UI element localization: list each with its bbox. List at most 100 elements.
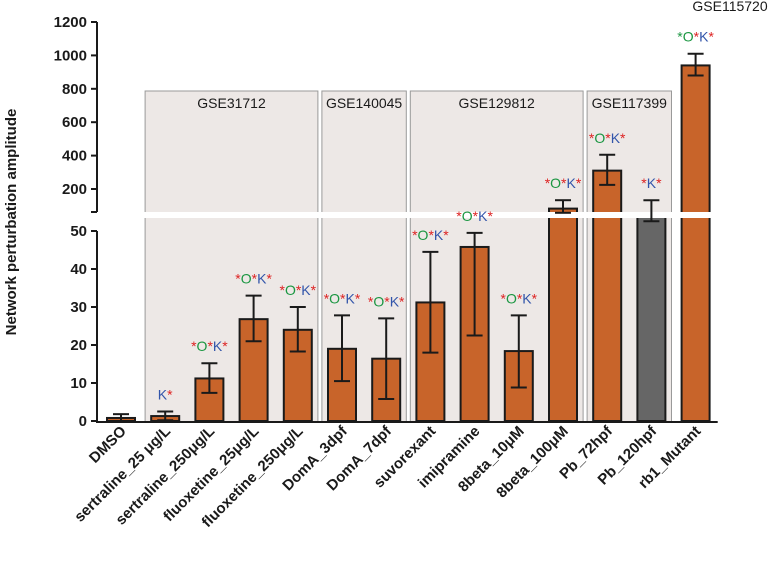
significance-symbol: K (213, 338, 223, 354)
significance-symbol: K (478, 208, 488, 224)
axes (91, 22, 718, 423)
significance-symbol: K (434, 227, 444, 243)
significance-symbol: * (311, 282, 317, 298)
significance-symbol: * (605, 130, 611, 146)
significance-symbol: O (550, 175, 561, 191)
group-label: GSE140045 (326, 95, 402, 111)
group-labels: GSE31712 GSE140045 GSE129812 GSE117399 GSE11… (197, 0, 768, 111)
significance-symbol: * (355, 290, 361, 306)
y-tick-label: 400 (62, 148, 87, 165)
bar (592, 169, 623, 422)
bar (636, 216, 667, 422)
significance-symbol: O (462, 208, 473, 224)
y-tick-label: 30 (70, 299, 87, 316)
significance-symbol: * (545, 175, 551, 191)
axis-break-gaps (99, 212, 770, 218)
significance-symbol: O (197, 338, 208, 354)
significance-symbol: K (567, 175, 577, 191)
significance-symbol: K (346, 290, 356, 306)
significance-marker: *O*K* (191, 338, 228, 354)
y-tick-label: 10 (70, 375, 87, 392)
significance-symbol: K (611, 130, 621, 146)
significance-symbol: * (384, 293, 390, 309)
significance-marker: *O*K* (412, 227, 449, 243)
y-tick-label: 1200 (54, 14, 87, 31)
significance-symbol: * (487, 208, 493, 224)
significance-marker: *O*K* (501, 290, 538, 306)
significance-symbol: * (207, 338, 213, 354)
y-ticks: 0 10 20 30 40 50 200 400 600 800 1000 1200 (54, 14, 97, 430)
significance-marker: *O*K* (456, 208, 493, 224)
bar (680, 64, 711, 422)
bar (548, 207, 578, 422)
significance-symbol: O (594, 130, 605, 146)
y-tick-label: 600 (62, 114, 87, 131)
significance-symbol: * (399, 293, 405, 309)
significance-marker: *O*K* (280, 282, 317, 298)
significance-marker: *K* (641, 175, 662, 191)
significance-symbol: * (368, 293, 374, 309)
significance-symbol: * (167, 387, 173, 403)
significance-symbol: O (241, 271, 252, 287)
y-axis-title: Network perturbation amplitude (3, 109, 20, 336)
significance-symbol: * (280, 282, 286, 298)
significance-symbol: O (506, 290, 517, 306)
significance-symbol: * (620, 130, 626, 146)
significance-symbol: * (412, 227, 418, 243)
significance-symbol: K (647, 175, 657, 191)
significance-symbol: * (456, 208, 462, 224)
significance-symbol: O (418, 227, 429, 243)
significance-marker: *O*K* (677, 29, 714, 45)
significance-symbol: * (235, 271, 241, 287)
significance-symbol: * (576, 175, 582, 191)
group-label: GSE31712 (197, 95, 266, 111)
significance-symbol: O (329, 290, 340, 306)
y-tick-label: 1000 (54, 47, 87, 64)
group-label: GSE129812 (459, 95, 535, 111)
significance-marker: *O*K* (589, 130, 626, 146)
significance-symbol: K (699, 29, 709, 45)
significance-marker: K* (158, 387, 173, 403)
significance-symbol: * (473, 208, 479, 224)
significance-symbol: * (517, 290, 523, 306)
significance-symbol: * (191, 338, 197, 354)
significance-symbol: K (301, 282, 311, 298)
significance-symbol: O (373, 293, 384, 309)
significance-symbol: * (222, 338, 228, 354)
significance-symbol: * (532, 290, 538, 306)
y-tick-label: 20 (70, 337, 87, 354)
significance-symbol: * (589, 130, 595, 146)
significance-symbol: O (285, 282, 296, 298)
y-tick-label: 50 (70, 223, 87, 240)
significance-symbol: K (257, 271, 267, 287)
significance-symbol: * (641, 175, 647, 191)
significance-symbol: K (522, 290, 532, 306)
significance-symbol: * (694, 29, 700, 45)
significance-symbol: * (677, 29, 683, 45)
significance-symbol: * (501, 290, 507, 306)
significance-symbol: * (252, 271, 258, 287)
significance-marker: *O*K* (368, 293, 405, 309)
y-tick-label: 40 (70, 261, 87, 278)
significance-marker: *O*K* (235, 271, 272, 287)
significance-symbol: * (708, 29, 714, 45)
significance-marker: *O*K* (324, 290, 361, 306)
y-tick-label: 0 (79, 413, 87, 430)
y-tick-label: 800 (62, 81, 87, 98)
axis-break-gap (99, 212, 770, 218)
significance-symbol: * (443, 227, 449, 243)
significance-symbol: * (324, 290, 330, 306)
significance-symbol: * (266, 271, 272, 287)
significance-symbol: * (428, 227, 434, 243)
significance-marker: *O*K* (545, 175, 582, 191)
significance-symbol: * (296, 282, 302, 298)
significance-symbol: K (390, 293, 400, 309)
significance-markers: K**O*K**O*K**O*K**O*K* *O*K**O*K**O*K**O*… (158, 29, 715, 403)
significance-symbol: * (561, 175, 567, 191)
significance-symbol: O (683, 29, 694, 45)
y-tick-label: 200 (62, 181, 87, 198)
significance-symbol: * (656, 175, 662, 191)
error-bars (113, 52, 704, 422)
